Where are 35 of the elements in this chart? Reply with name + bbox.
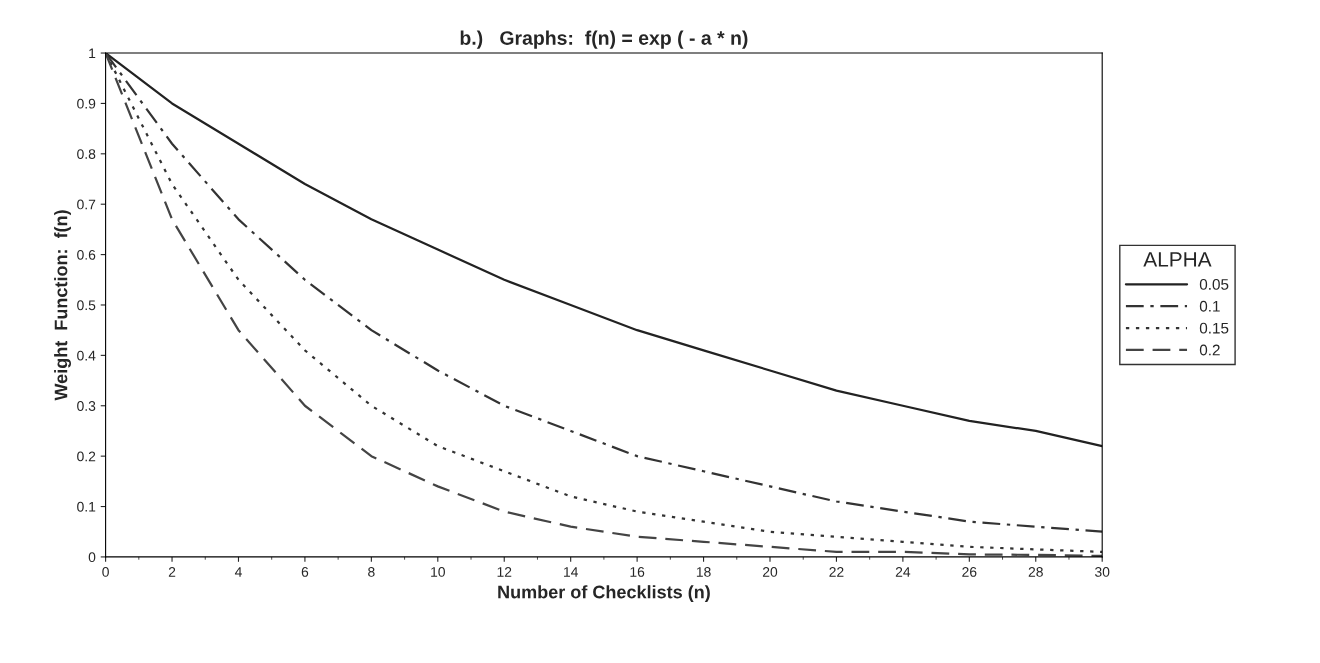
legend-title: ALPHA (1143, 252, 1212, 267)
y-tick-label: 0.3 (77, 401, 96, 411)
legend-label: 0.2 (1199, 344, 1220, 356)
x-tick-label: 22 (829, 567, 844, 577)
legend-label: 0.05 (1199, 278, 1229, 290)
chart-title: b.) Graphs: f(n) = exp ( - a * n) (460, 30, 748, 49)
x-tick-label: 18 (696, 567, 711, 577)
y-tick-label: 0.1 (77, 501, 96, 512)
x-tick-label: 6 (301, 567, 309, 577)
y-tick-label: 0 (88, 552, 96, 563)
x-tick-label: 20 (762, 567, 778, 577)
legend-label: 0.15 (1199, 322, 1229, 334)
x-tick-label: 12 (497, 567, 512, 577)
x-tick-label: 14 (564, 567, 578, 577)
y-tick-label: 0.4 (77, 350, 96, 361)
y-tick-label: 0.5 (77, 300, 96, 311)
y-axis-title: Weight Function: f(n) (54, 210, 72, 401)
x-tick-label: 28 (1028, 567, 1043, 577)
legend-label: 0.1 (1199, 300, 1220, 312)
x-tick-label: 2 (168, 567, 176, 577)
y-tick-label: 0.7 (77, 199, 96, 210)
x-tick-label: 4 (234, 567, 242, 577)
y-tick-label: 0.6 (77, 249, 96, 260)
x-tick-label: 0 (102, 567, 109, 577)
x-axis-title: Number of Checklists (n) (498, 585, 710, 602)
x-tick-label: 24 (895, 567, 911, 577)
x-tick-label: 16 (630, 567, 645, 577)
y-tick-label: 0.8 (77, 149, 96, 159)
x-tick-label: 8 (368, 567, 375, 577)
y-tick-label: 0.2 (77, 451, 96, 462)
x-tick-label: 30 (1095, 567, 1110, 577)
x-tick-label: 10 (431, 567, 445, 577)
x-tick-label: 26 (962, 567, 977, 577)
y-tick-label: 0.9 (77, 98, 96, 109)
y-tick-label: 1 (89, 48, 96, 59)
